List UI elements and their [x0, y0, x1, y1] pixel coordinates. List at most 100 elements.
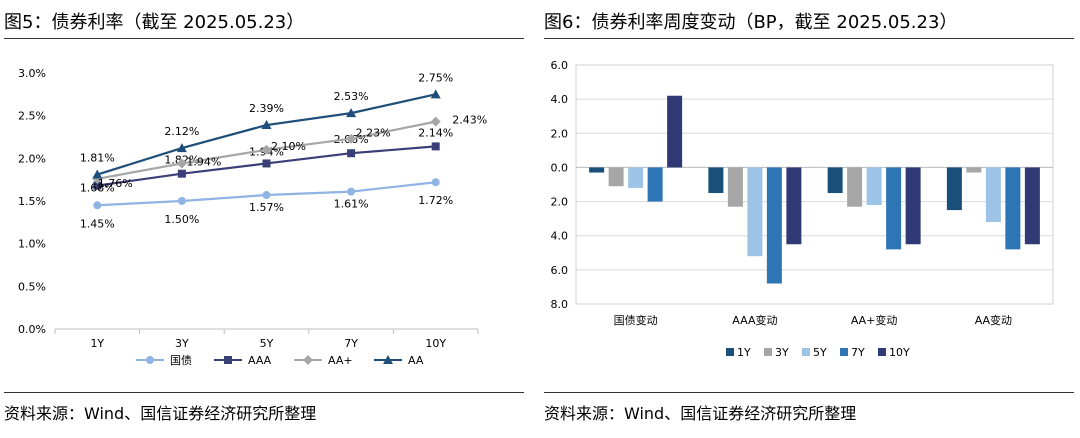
- x-tick-label: 国债变动: [614, 313, 658, 327]
- legend-label-AA: AA: [408, 354, 424, 367]
- bar-5Y: [628, 167, 644, 188]
- x-tick-label: AA变动: [975, 313, 1012, 327]
- series-point-AAA: [177, 169, 186, 178]
- series-point-AAA: [262, 159, 271, 168]
- bar-5Y: [985, 167, 1001, 223]
- bar-5Y: [866, 167, 882, 205]
- y-tick-label: 2.5%: [18, 110, 46, 123]
- series-point-AAA: [93, 181, 102, 190]
- bar-7Y: [647, 167, 663, 202]
- data-label-国债: 1.45%: [80, 217, 115, 230]
- legend-label-10Y: 10Y: [889, 346, 910, 359]
- series-point-国债: [93, 201, 102, 210]
- bar-10Y: [905, 167, 921, 245]
- legend-label-国债: 国债: [170, 353, 192, 367]
- legend-swatch-5Y: [802, 348, 810, 356]
- bar-7Y: [766, 167, 782, 284]
- series-point-AA+: [430, 116, 441, 127]
- y-tick-label: 0.0: [551, 161, 569, 174]
- legend-swatch-10Y: [878, 348, 886, 356]
- right-chart-title: 图6：债券利率周度变动（BP，截至 2025.05.23）: [544, 12, 958, 33]
- series-point-AA: [176, 143, 187, 153]
- series-point-AA+: [346, 133, 357, 144]
- data-label-AA+: 2.10%: [271, 140, 306, 153]
- data-label-AA+: 1.76%: [98, 177, 133, 190]
- bond-rate-line-chart: 0.0% 0.5% 1.0% 1.5% 2.0% 2.5% 3.0% 1Y 3Y 5Y 7Y 10Y 1…: [18, 67, 487, 367]
- bar-3Y: [727, 167, 743, 207]
- x-tick-label: AA+变动: [851, 313, 898, 327]
- bond-weekly-change-panel: 图6：债券利率周度变动（BP，截至 2025.05.23） 6.0 4.0 2.0 0…: [540, 0, 1080, 438]
- right-source-rule: [544, 392, 1074, 393]
- data-label-AAA: 2.14%: [418, 126, 453, 139]
- series-point-国债: [347, 187, 356, 196]
- data-label-AA: 2.75%: [418, 71, 453, 84]
- y-tick-label: 4.0: [551, 93, 569, 106]
- data-label-国债: 1.50%: [164, 213, 199, 226]
- y-tick-label: 0.5%: [18, 280, 46, 293]
- legend-label-5Y: 5Y: [813, 346, 827, 359]
- legend-swatch-3Y: [764, 348, 772, 356]
- legend-label-AAA: AAA: [248, 354, 272, 367]
- bar-10Y: [1024, 167, 1040, 245]
- plot-area-border: [575, 64, 1054, 305]
- series-point-AAA: [431, 142, 440, 151]
- bar-1Y: [827, 167, 843, 194]
- bar-10Y: [786, 167, 802, 245]
- data-label-AA: 1.81%: [80, 152, 115, 165]
- y-tick-label: 1.5%: [18, 195, 46, 208]
- bond-rate-panel: 图5：债券利率（截至 2025.05.23） 0.0% 0.5% 1.0% 1.5% 2…: [0, 0, 530, 438]
- left-source-note: 资料来源：Wind、国信证券经济研究所整理: [4, 404, 317, 423]
- series-point-AA: [92, 169, 103, 179]
- bar-7Y: [1005, 167, 1021, 250]
- series-point-国债: [262, 191, 271, 200]
- y-tick-label: 1.0%: [18, 238, 46, 251]
- left-chart-title: 图5：债券利率（截至 2025.05.23）: [4, 12, 305, 33]
- bar-7Y: [886, 167, 902, 250]
- y-tick-label: 2.0: [551, 127, 569, 140]
- bar-5Y: [747, 167, 763, 257]
- legend-label-1Y: 1Y: [737, 346, 751, 359]
- data-label-AA: 2.12%: [164, 125, 199, 138]
- x-tick-label: 1Y: [90, 337, 104, 350]
- series-point-AA: [261, 120, 272, 130]
- x-tick-label: 7Y: [344, 337, 358, 350]
- y-tick-label: 2.0: [551, 196, 569, 209]
- series-point-AA: [430, 89, 441, 99]
- data-label-AA+: 2.23%: [356, 127, 391, 140]
- bond-weekly-change-bar-chart: 6.0 4.0 2.0 0.0 2.0 4.0 6.0 8.0 国债变动 AAA变动 AA+变动 AA…: [551, 59, 1054, 359]
- legend-marker-AA: [383, 355, 393, 364]
- legend-swatch-1Y: [726, 348, 734, 356]
- data-label-国债: 1.57%: [249, 201, 284, 214]
- data-label-AA: 2.53%: [334, 90, 369, 103]
- data-label-国债: 1.61%: [334, 198, 369, 211]
- data-label-AA+: 1.94%: [186, 155, 221, 168]
- legend-marker-国债: [146, 356, 154, 364]
- bar-1Y: [946, 167, 962, 211]
- right-title-rule: [544, 38, 1074, 39]
- y-tick-label: 8.0: [551, 298, 569, 311]
- y-tick-label: 2.0%: [18, 152, 46, 165]
- y-tick-label: 0.0%: [18, 323, 46, 336]
- legend-label-AA+: AA+: [328, 354, 353, 367]
- legend-marker-AA+: [303, 355, 313, 365]
- bar-1Y: [589, 167, 605, 173]
- x-tick-label: 5Y: [260, 337, 274, 350]
- left-source-rule: [4, 392, 524, 393]
- series-point-AA: [346, 108, 357, 118]
- bar-3Y: [847, 167, 863, 207]
- left-title-rule: [4, 38, 524, 39]
- data-label-AA: 2.39%: [249, 102, 284, 115]
- y-tick-label: 6.0: [551, 264, 569, 277]
- legend-label-7Y: 7Y: [851, 346, 865, 359]
- data-label-AA+: 2.43%: [452, 114, 487, 127]
- data-label-国债: 1.72%: [418, 194, 453, 207]
- legend-marker-AAA: [224, 356, 232, 364]
- series-point-AA+: [176, 158, 187, 169]
- data-label-AAA: 1.68%: [80, 182, 115, 195]
- right-source-note: 资料来源：Wind、国信证券经济研究所整理: [544, 404, 857, 423]
- series-point-国债: [431, 178, 440, 187]
- series-point-国债: [177, 197, 186, 205]
- series-point-AAA: [347, 149, 356, 158]
- series-point-AA+: [261, 144, 272, 155]
- bar-10Y: [667, 95, 683, 168]
